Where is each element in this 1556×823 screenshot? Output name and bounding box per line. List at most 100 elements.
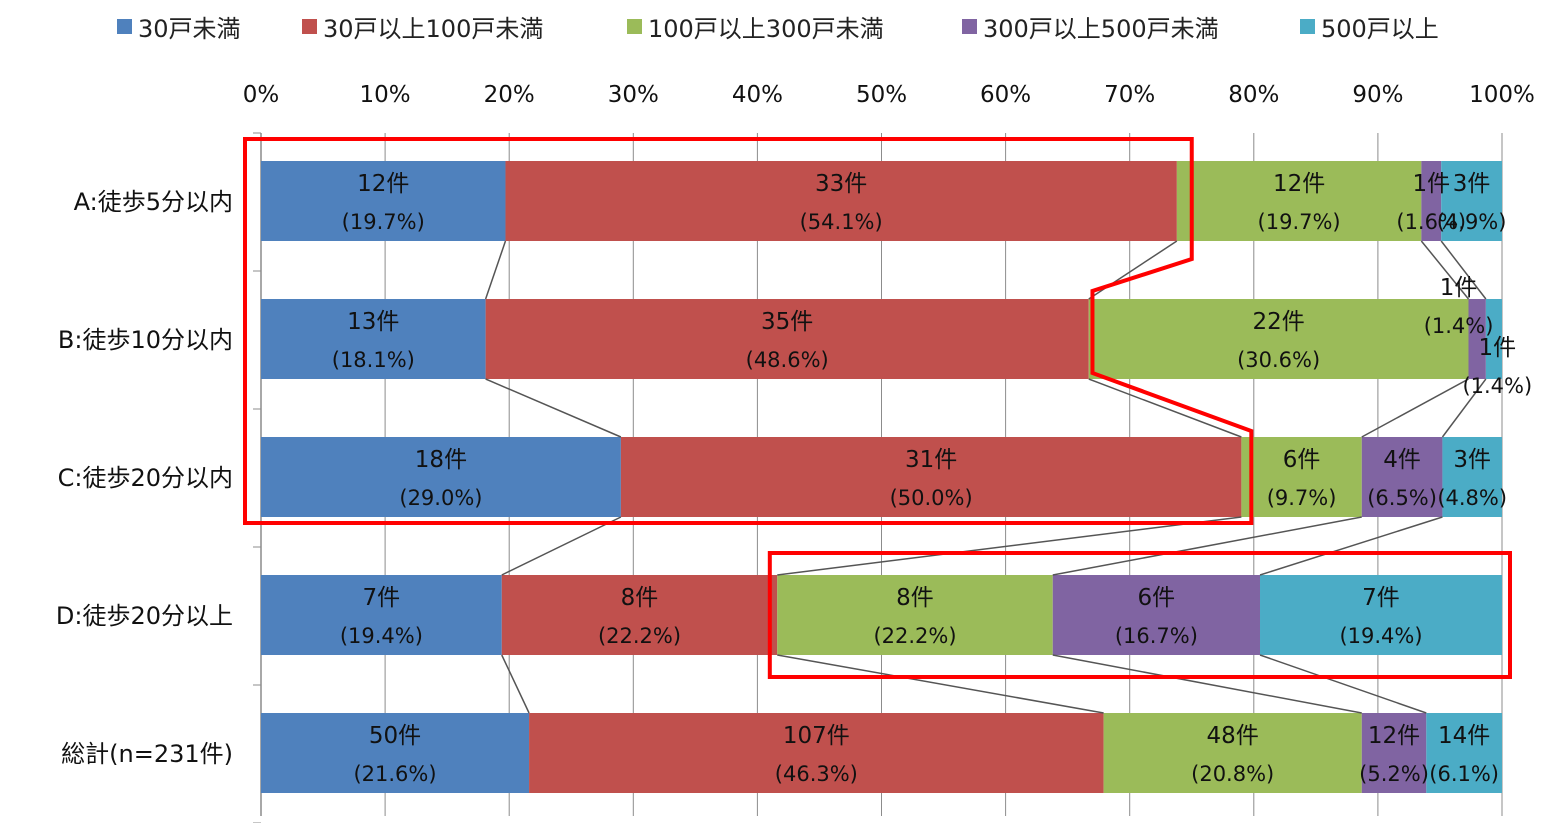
- data-label-percent: (19.7%): [342, 210, 425, 234]
- legend-item: 500戸以上: [1300, 6, 1439, 46]
- bar-segment: [1468, 299, 1486, 379]
- data-label-percent: (1.6%): [1396, 210, 1466, 234]
- legend-label: 30戸以上100戸未満: [323, 14, 544, 43]
- bar-segment: [501, 575, 778, 655]
- series-line: [484, 240, 507, 300]
- data-label-percent: (21.6%): [353, 762, 436, 786]
- bar-segment: [261, 575, 502, 655]
- series-line: [1420, 240, 1470, 300]
- bar-segment: [1176, 161, 1422, 241]
- data-label-count: 7件: [363, 585, 401, 611]
- legend: 30戸未満 30戸以上100戸未満 100戸以上300戸未満 300戸以上500戸未満…: [0, 6, 1556, 46]
- bar-segment: [1052, 575, 1261, 655]
- series-line: [501, 516, 622, 576]
- bar-segment: [1426, 713, 1502, 793]
- bar-segment: [505, 161, 1177, 241]
- data-label-percent: (54.1%): [800, 210, 883, 234]
- category-label: C:徒歩20分以内: [58, 464, 233, 492]
- data-label-count: 1件: [1478, 335, 1516, 361]
- series-line: [1440, 240, 1487, 300]
- bar-segment: [529, 713, 1104, 793]
- data-label-count: 8件: [621, 585, 659, 611]
- data-label-percent: (1.4%): [1424, 314, 1494, 338]
- series-line: [1361, 378, 1469, 438]
- legend-swatch: [302, 18, 317, 34]
- legend-label: 500戸以上: [1321, 14, 1439, 43]
- series-line: [1441, 378, 1487, 438]
- data-label-count: 35件: [761, 309, 813, 335]
- data-label-percent: (20.8%): [1191, 762, 1274, 786]
- data-label-count: 13件: [347, 309, 399, 335]
- bar-segment: [1361, 437, 1443, 517]
- data-label-percent: (19.7%): [1258, 210, 1341, 234]
- category-label: A:徒歩5分以内: [74, 188, 233, 216]
- data-label-percent: (4.9%): [1437, 210, 1507, 234]
- x-tick-label: 10%: [360, 82, 411, 108]
- data-label-percent: (48.6%): [746, 348, 829, 372]
- data-label-percent: (1.4%): [1462, 374, 1532, 398]
- series-line: [1259, 516, 1443, 576]
- series-line: [1259, 654, 1427, 714]
- category-label: 総計(n=231件): [61, 740, 233, 768]
- legend-item: 30戸以上100戸未満: [302, 6, 543, 46]
- data-label-count: 12件: [357, 171, 409, 197]
- bar-segment: [261, 437, 621, 517]
- data-label-count: 33件: [815, 171, 867, 197]
- x-tick-label: 90%: [1352, 82, 1403, 108]
- series-line: [501, 654, 530, 714]
- category-label: D:徒歩20分以上: [56, 602, 233, 630]
- data-label-count: 107件: [783, 723, 850, 749]
- x-tick-label: 70%: [1104, 82, 1155, 108]
- data-label-percent: (19.4%): [340, 624, 423, 648]
- x-tick-label: 100%: [1469, 82, 1535, 108]
- data-label-count: 3件: [1453, 171, 1491, 197]
- data-label-count: 12件: [1368, 723, 1420, 749]
- bar-segment: [261, 161, 506, 241]
- series-line: [777, 516, 1242, 576]
- data-label-count: 22件: [1252, 309, 1304, 335]
- series-line: [1052, 516, 1362, 576]
- bar-segment: [1442, 437, 1502, 517]
- series-line: [777, 654, 1104, 714]
- data-label-percent: (30.6%): [1237, 348, 1320, 372]
- legend-label: 300戸以上500戸未満: [983, 14, 1219, 43]
- data-label-count: 1件: [1412, 171, 1450, 197]
- legend-item: 30戸未満: [117, 6, 241, 46]
- data-label-percent: (9.7%): [1267, 486, 1337, 510]
- legend-swatch: [117, 18, 132, 34]
- data-label-count: 31件: [905, 447, 957, 473]
- data-label-count: 12件: [1273, 171, 1325, 197]
- data-label-percent: (18.1%): [332, 348, 415, 372]
- x-tick-label: 30%: [608, 82, 659, 108]
- bar-segment: [1241, 437, 1362, 517]
- bar-segment: [1088, 299, 1469, 379]
- data-label-percent: (22.2%): [598, 624, 681, 648]
- data-label-count: 1件: [1440, 275, 1478, 301]
- x-tick-label: 80%: [1228, 82, 1279, 108]
- data-label-percent: (29.0%): [399, 486, 482, 510]
- legend-swatch: [627, 18, 642, 34]
- series-line: [1052, 654, 1362, 714]
- bar-segment: [1485, 299, 1502, 379]
- data-label-count: 8件: [896, 585, 934, 611]
- data-label-percent: (16.7%): [1115, 624, 1198, 648]
- legend-label: 100戸以上300戸未満: [648, 14, 884, 43]
- bar-segment: [620, 437, 1242, 517]
- data-label-count: 3件: [1453, 447, 1491, 473]
- bar-segment: [261, 299, 486, 379]
- data-label-count: 4件: [1383, 447, 1421, 473]
- legend-swatch: [1300, 18, 1315, 34]
- bar-segment: [1103, 713, 1362, 793]
- bar-segment: [261, 713, 530, 793]
- x-tick-label: 0%: [243, 82, 280, 108]
- data-label-count: 6件: [1283, 447, 1321, 473]
- data-label-percent: (6.5%): [1367, 486, 1437, 510]
- data-label-percent: (4.8%): [1437, 486, 1507, 510]
- data-label-percent: (46.3%): [775, 762, 858, 786]
- series-line: [1088, 378, 1242, 438]
- x-tick-label: 40%: [732, 82, 783, 108]
- data-label-percent: (22.2%): [873, 624, 956, 648]
- data-label-count: 50件: [369, 723, 421, 749]
- bar-segment: [777, 575, 1053, 655]
